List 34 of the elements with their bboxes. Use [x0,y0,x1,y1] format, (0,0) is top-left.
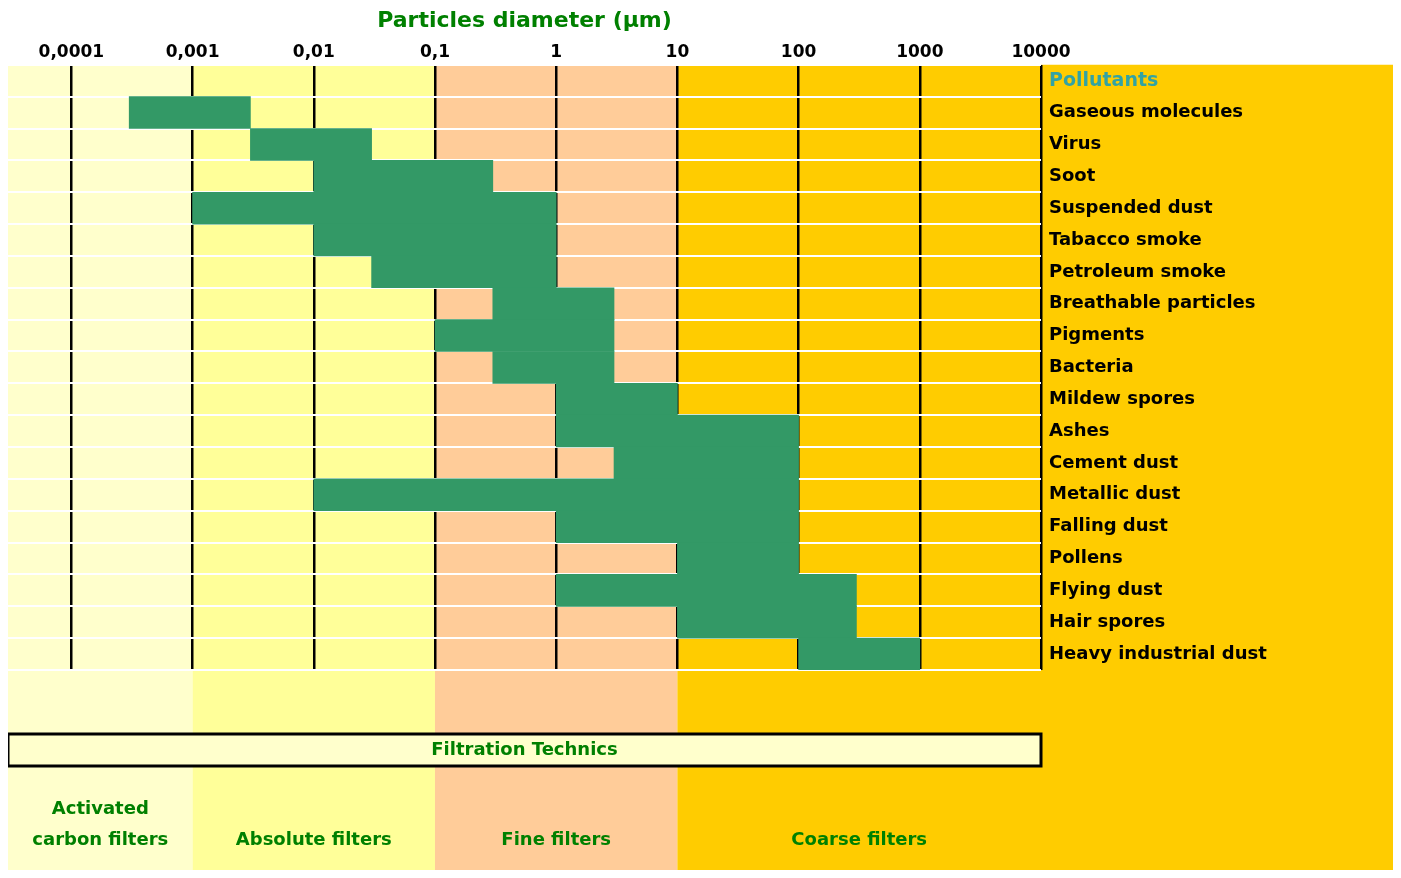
y-tick-label: Petroleum smoke [1049,259,1226,281]
band-label: Activated carbon filters [32,796,169,849]
x-tick-label: 0,01 [292,41,335,62]
y-tick-label: Gaseous molecules [1049,100,1244,122]
text: Filtration Technics [431,737,618,759]
y-tick-label: Pollens [1049,546,1123,568]
band-label: Absolute filters [235,827,392,849]
y-tick-label: Suspended dust [1049,195,1214,217]
y-tick-label: Ashes [1049,418,1110,440]
x-tick-label: 0,1 [419,41,451,62]
x-tick-label: 1000 [896,41,944,62]
y-tick-label: Heavy industrial dust [1049,641,1268,663]
y-tick-label: Bacteria [1049,355,1134,377]
x-tick-label: 0,0001 [38,41,105,62]
x-tick-label: 10 [665,41,690,62]
y-tick-label: Falling dust [1049,514,1169,536]
y-tick-label: Mildew spores [1049,386,1196,408]
x-tick-label: 100 [780,41,817,62]
y-tick-label: Breathable particles [1049,291,1256,313]
x-tick-label: 10000 [1011,41,1071,62]
y-tick-label: Tabacco smoke [1049,227,1202,249]
y-axis-title: Pollutants [1049,67,1159,90]
y-tick-label: Flying dust [1049,578,1163,600]
y-tick-label: Soot [1049,163,1096,185]
x-tick-label: 0,001 [165,41,220,62]
x-axis-title: Particles diameter (µm) [377,6,672,32]
y-tick-label: Virus [1049,132,1102,154]
y-tick-label: Cement dust [1049,450,1179,472]
y-tick-label: Metallic dust [1049,482,1181,504]
y-tick-label: Hair spores [1049,609,1166,631]
band-label: Coarse filters [791,827,928,849]
band-label: Fine filters [501,827,612,849]
x-tick-label: 1 [550,41,563,62]
y-tick-label: Pigments [1049,323,1145,345]
